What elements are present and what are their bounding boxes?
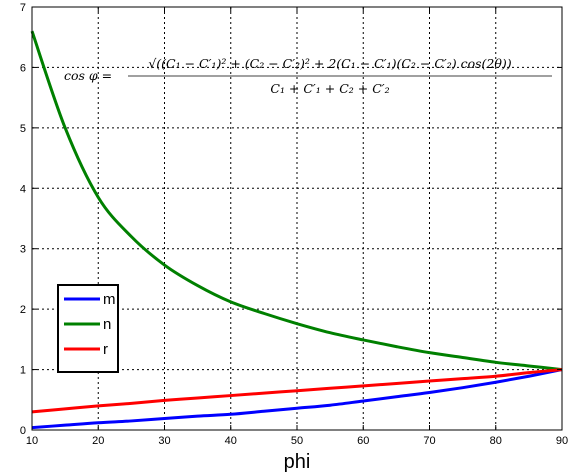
x-tick-label: 50 bbox=[291, 435, 303, 447]
formula-lhs: cos φ = bbox=[64, 68, 112, 83]
formula-annotation: cos φ = √((C₁ − C′₁)² + (C₂ − C′₂)² + 2(… bbox=[64, 56, 552, 96]
legend-label-m: m bbox=[103, 291, 116, 308]
y-tick-label: 4 bbox=[20, 183, 26, 195]
x-tick-label: 20 bbox=[92, 435, 104, 447]
series-line-r bbox=[31, 368, 563, 414]
y-tick-label: 3 bbox=[20, 244, 26, 256]
x-tick-labels: 10 20 30 40 50 60 70 80 90 bbox=[26, 435, 568, 447]
x-tick-label: 30 bbox=[158, 435, 170, 447]
legend: mnr bbox=[57, 284, 119, 373]
x-axis-label: phi bbox=[284, 451, 311, 473]
y-tick-label: 2 bbox=[20, 304, 26, 316]
series-line-n bbox=[30, 30, 563, 372]
x-tick-label: 60 bbox=[357, 435, 369, 447]
y-tick-labels: 0 1 2 3 4 5 6 7 bbox=[20, 2, 26, 437]
formula-denominator: C₁ + C′₁ + C₂ + C′₂ bbox=[270, 81, 389, 96]
y-tick-label: 1 bbox=[20, 365, 26, 377]
x-tick-label: 90 bbox=[556, 435, 568, 447]
y-tick-label: 5 bbox=[20, 123, 26, 135]
y-tick-label: 7 bbox=[20, 2, 26, 14]
legend-label-r: r bbox=[103, 341, 108, 358]
axis-ticks bbox=[31, 6, 563, 431]
x-tick-label: 80 bbox=[490, 435, 502, 447]
formula-numerator: √((C₁ − C′₁)² + (C₂ − C′₂)² + 2(C₁ − C′₁… bbox=[148, 56, 511, 71]
series-line-m bbox=[31, 368, 563, 430]
x-tick-label: 10 bbox=[26, 435, 38, 447]
legend-label-n: n bbox=[103, 316, 111, 333]
y-tick-label: 0 bbox=[20, 425, 26, 437]
x-tick-label: 70 bbox=[423, 435, 435, 447]
grid-lines bbox=[32, 7, 562, 430]
y-tick-label: 6 bbox=[20, 62, 26, 74]
x-tick-label: 40 bbox=[225, 435, 237, 447]
series-layer bbox=[30, 30, 563, 430]
